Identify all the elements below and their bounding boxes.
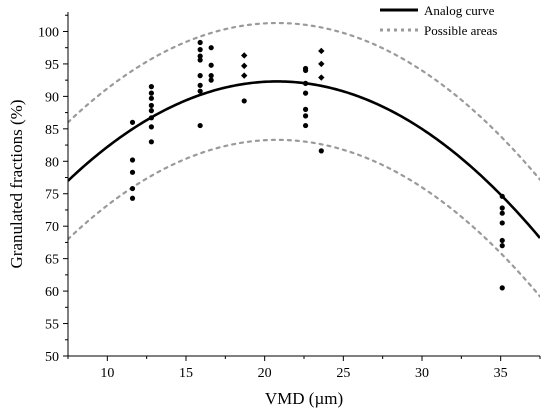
data-point xyxy=(129,157,136,163)
legend-possible-areas-label: Possible areas xyxy=(424,23,497,38)
y-tick-label: 100 xyxy=(38,25,59,40)
x-tick-label: 30 xyxy=(415,366,429,381)
data-point xyxy=(197,73,203,79)
data-point xyxy=(197,82,203,88)
data-point xyxy=(197,57,203,63)
data-points-layer xyxy=(129,39,505,291)
data-point xyxy=(499,285,505,291)
data-point xyxy=(318,47,325,55)
data-point xyxy=(241,72,248,79)
y-ticks: 50 55 60 65 70 75 80 85 90 95 100 xyxy=(38,14,68,365)
data-point xyxy=(148,124,154,130)
data-point xyxy=(197,88,203,94)
data-point xyxy=(208,77,214,83)
y-axis-label: Granulated fractions (%) xyxy=(7,100,26,269)
data-point xyxy=(499,243,505,249)
x-tick-label: 15 xyxy=(179,366,193,381)
data-point xyxy=(318,148,324,154)
data-point xyxy=(318,74,325,81)
data-point xyxy=(148,95,154,101)
data-point xyxy=(148,139,154,145)
data-point xyxy=(241,52,248,59)
legend: Analog curve Possible areas xyxy=(380,3,497,38)
data-point xyxy=(302,80,309,86)
data-point xyxy=(302,90,309,96)
y-tick-label: 80 xyxy=(45,155,59,170)
data-point xyxy=(241,62,248,70)
x-ticks: 10 15 20 25 30 35 xyxy=(67,356,541,381)
y-tick-label: 70 xyxy=(45,220,59,235)
data-point xyxy=(148,84,154,90)
data-point xyxy=(302,106,309,112)
data-point xyxy=(302,113,309,119)
data-point xyxy=(208,45,214,51)
data-point xyxy=(148,108,154,114)
x-tick-label: 10 xyxy=(100,366,114,381)
y-tick-label: 55 xyxy=(45,318,59,333)
data-point xyxy=(241,98,247,104)
possible-area-upper-bound xyxy=(68,21,540,181)
x-tick-label: 25 xyxy=(336,366,350,381)
data-point xyxy=(148,115,154,121)
data-point xyxy=(129,169,136,175)
y-tick-label: 50 xyxy=(45,350,59,365)
data-point xyxy=(197,122,203,129)
data-point xyxy=(499,193,505,199)
analog-curve-line xyxy=(68,80,540,239)
y-tick-label: 90 xyxy=(45,90,59,105)
data-point xyxy=(197,47,203,53)
analog-curve-layer xyxy=(68,80,540,239)
data-point xyxy=(318,60,325,68)
y-tick-label: 65 xyxy=(45,253,59,268)
data-point xyxy=(499,237,505,244)
y-tick-label: 95 xyxy=(45,58,59,73)
data-point xyxy=(302,67,309,74)
y-tick-label: 75 xyxy=(45,188,59,203)
y-tick-label: 85 xyxy=(45,123,59,138)
data-point xyxy=(302,122,309,129)
data-point xyxy=(148,102,154,109)
legend-analog-curve-label: Analog curve xyxy=(424,3,495,18)
data-point xyxy=(499,210,505,216)
possible-area-lower-bound xyxy=(68,138,540,298)
x-tick-label: 35 xyxy=(494,366,508,381)
data-point xyxy=(129,119,136,125)
data-point xyxy=(499,220,505,226)
y-tick-label: 60 xyxy=(45,285,59,300)
data-point xyxy=(208,73,214,79)
data-point xyxy=(129,185,136,192)
data-point xyxy=(148,90,154,96)
data-point xyxy=(129,195,136,201)
possible-areas-layer xyxy=(68,21,540,298)
data-point xyxy=(499,205,505,211)
data-point xyxy=(208,62,214,68)
data-point xyxy=(197,53,203,59)
x-tick-label: 20 xyxy=(258,366,272,381)
data-point xyxy=(197,39,203,46)
x-axis-label: VMD (µm) xyxy=(265,389,343,408)
